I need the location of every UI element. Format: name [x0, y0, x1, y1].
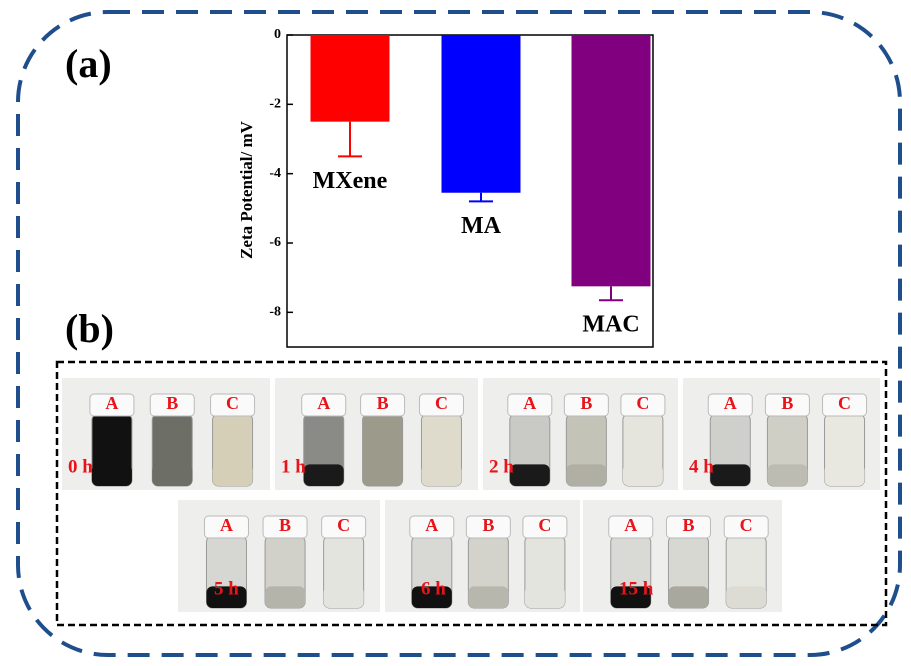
- vial-label: A: [425, 515, 438, 535]
- vial-label: C: [337, 515, 350, 535]
- vial-cap: [822, 393, 868, 417]
- error-bar: [469, 192, 493, 203]
- vial-label: A: [317, 393, 330, 413]
- bar: [310, 35, 390, 122]
- vial-label: B: [580, 393, 592, 413]
- y-axis-label: Zeta Potential/ mV: [237, 120, 256, 259]
- vial-label: C: [740, 515, 753, 535]
- vial-sediment: [767, 464, 808, 486]
- y-tick-label: -4: [269, 166, 281, 181]
- photo: A B C 6 h: [385, 500, 580, 612]
- vial-sediment: [206, 586, 247, 608]
- vial-sediment: [411, 586, 452, 608]
- vial-sediment: [622, 464, 663, 486]
- category-label: MA: [461, 213, 502, 239]
- y-tick-label: 0: [274, 27, 281, 42]
- vial-label: B: [279, 515, 291, 535]
- outer-frame: [16, 10, 902, 657]
- photo: A B C 0 h: [62, 378, 270, 490]
- vial-cap: [723, 515, 769, 539]
- vial-cap: [563, 393, 609, 417]
- time-label: 0 h: [68, 456, 93, 477]
- vial-label: C: [435, 393, 448, 413]
- vial-label: B: [781, 393, 793, 413]
- vial-cap: [507, 393, 553, 417]
- vial-label: A: [105, 393, 118, 413]
- vial-cap: [301, 393, 347, 417]
- time-label: 4 h: [689, 456, 714, 477]
- vial-cap: [764, 393, 810, 417]
- vial-label: B: [682, 515, 694, 535]
- y-tick-label: -6: [269, 235, 281, 250]
- vial-sediment: [524, 586, 565, 608]
- vial-sediment: [468, 586, 509, 608]
- vial-label: C: [838, 393, 851, 413]
- bar: [441, 35, 521, 193]
- y-tick-label: -8: [269, 305, 281, 320]
- time-label: 5 h: [214, 578, 239, 599]
- vial-sediment: [91, 464, 132, 486]
- y-tick-label: -2: [269, 97, 281, 112]
- photo: A B C 1 h: [275, 378, 478, 490]
- vial-cap: [418, 393, 464, 417]
- vial-sediment: [668, 586, 709, 608]
- vial-cap: [522, 515, 568, 539]
- vial-label: A: [523, 393, 536, 413]
- vial-sediment: [610, 586, 651, 608]
- error-bar: [599, 286, 623, 302]
- error-bar: [338, 121, 362, 158]
- vial-sediment: [421, 464, 462, 486]
- vial-label: B: [377, 393, 389, 413]
- vial-cap: [665, 515, 711, 539]
- vial-cap: [89, 393, 135, 417]
- bar: [571, 35, 651, 287]
- vial-sediment: [152, 464, 193, 486]
- category-label: MXene: [313, 168, 388, 194]
- photo: A B C 15 h: [583, 500, 782, 612]
- photo: A B C 5 h: [178, 500, 380, 612]
- vial-cap: [149, 393, 195, 417]
- vial-cap: [360, 393, 406, 417]
- time-label: 15 h: [619, 578, 654, 599]
- vial-sediment: [323, 586, 364, 608]
- vial-label: B: [166, 393, 178, 413]
- vial-sediment: [212, 464, 253, 486]
- panel-label: (a): [65, 41, 112, 86]
- vial-sediment: [303, 464, 344, 486]
- category-label: MAC: [582, 312, 639, 338]
- vial-cap: [620, 393, 666, 417]
- vial-cap: [409, 515, 455, 539]
- vial-sediment: [710, 464, 751, 486]
- vial-label: C: [226, 393, 239, 413]
- vial-cap: [262, 515, 308, 539]
- vial-sediment: [566, 464, 607, 486]
- vial-sediment: [362, 464, 403, 486]
- vial-cap: [203, 515, 249, 539]
- vial-sediment: [509, 464, 550, 486]
- vial-sediment: [265, 586, 306, 608]
- photo-frame: [55, 360, 888, 627]
- vial-cap: [465, 515, 511, 539]
- vial-cap: [707, 393, 753, 417]
- vial-sediment: [824, 464, 865, 486]
- vial-cap: [321, 515, 367, 539]
- vial-label: C: [636, 393, 649, 413]
- vial-sediment: [726, 586, 767, 608]
- vial-label: A: [624, 515, 637, 535]
- vial-label: C: [538, 515, 551, 535]
- vial-label: B: [482, 515, 494, 535]
- vial-label: A: [220, 515, 233, 535]
- time-label: 1 h: [281, 456, 306, 477]
- vial-cap: [210, 393, 256, 417]
- vial-cap: [608, 515, 654, 539]
- time-label: 2 h: [489, 456, 514, 477]
- time-label: 6 h: [421, 578, 446, 599]
- photo: A B C 4 h: [683, 378, 880, 490]
- photo: A B C 2 h: [483, 378, 678, 490]
- panel-label: (b): [65, 306, 114, 351]
- vial-label: A: [724, 393, 737, 413]
